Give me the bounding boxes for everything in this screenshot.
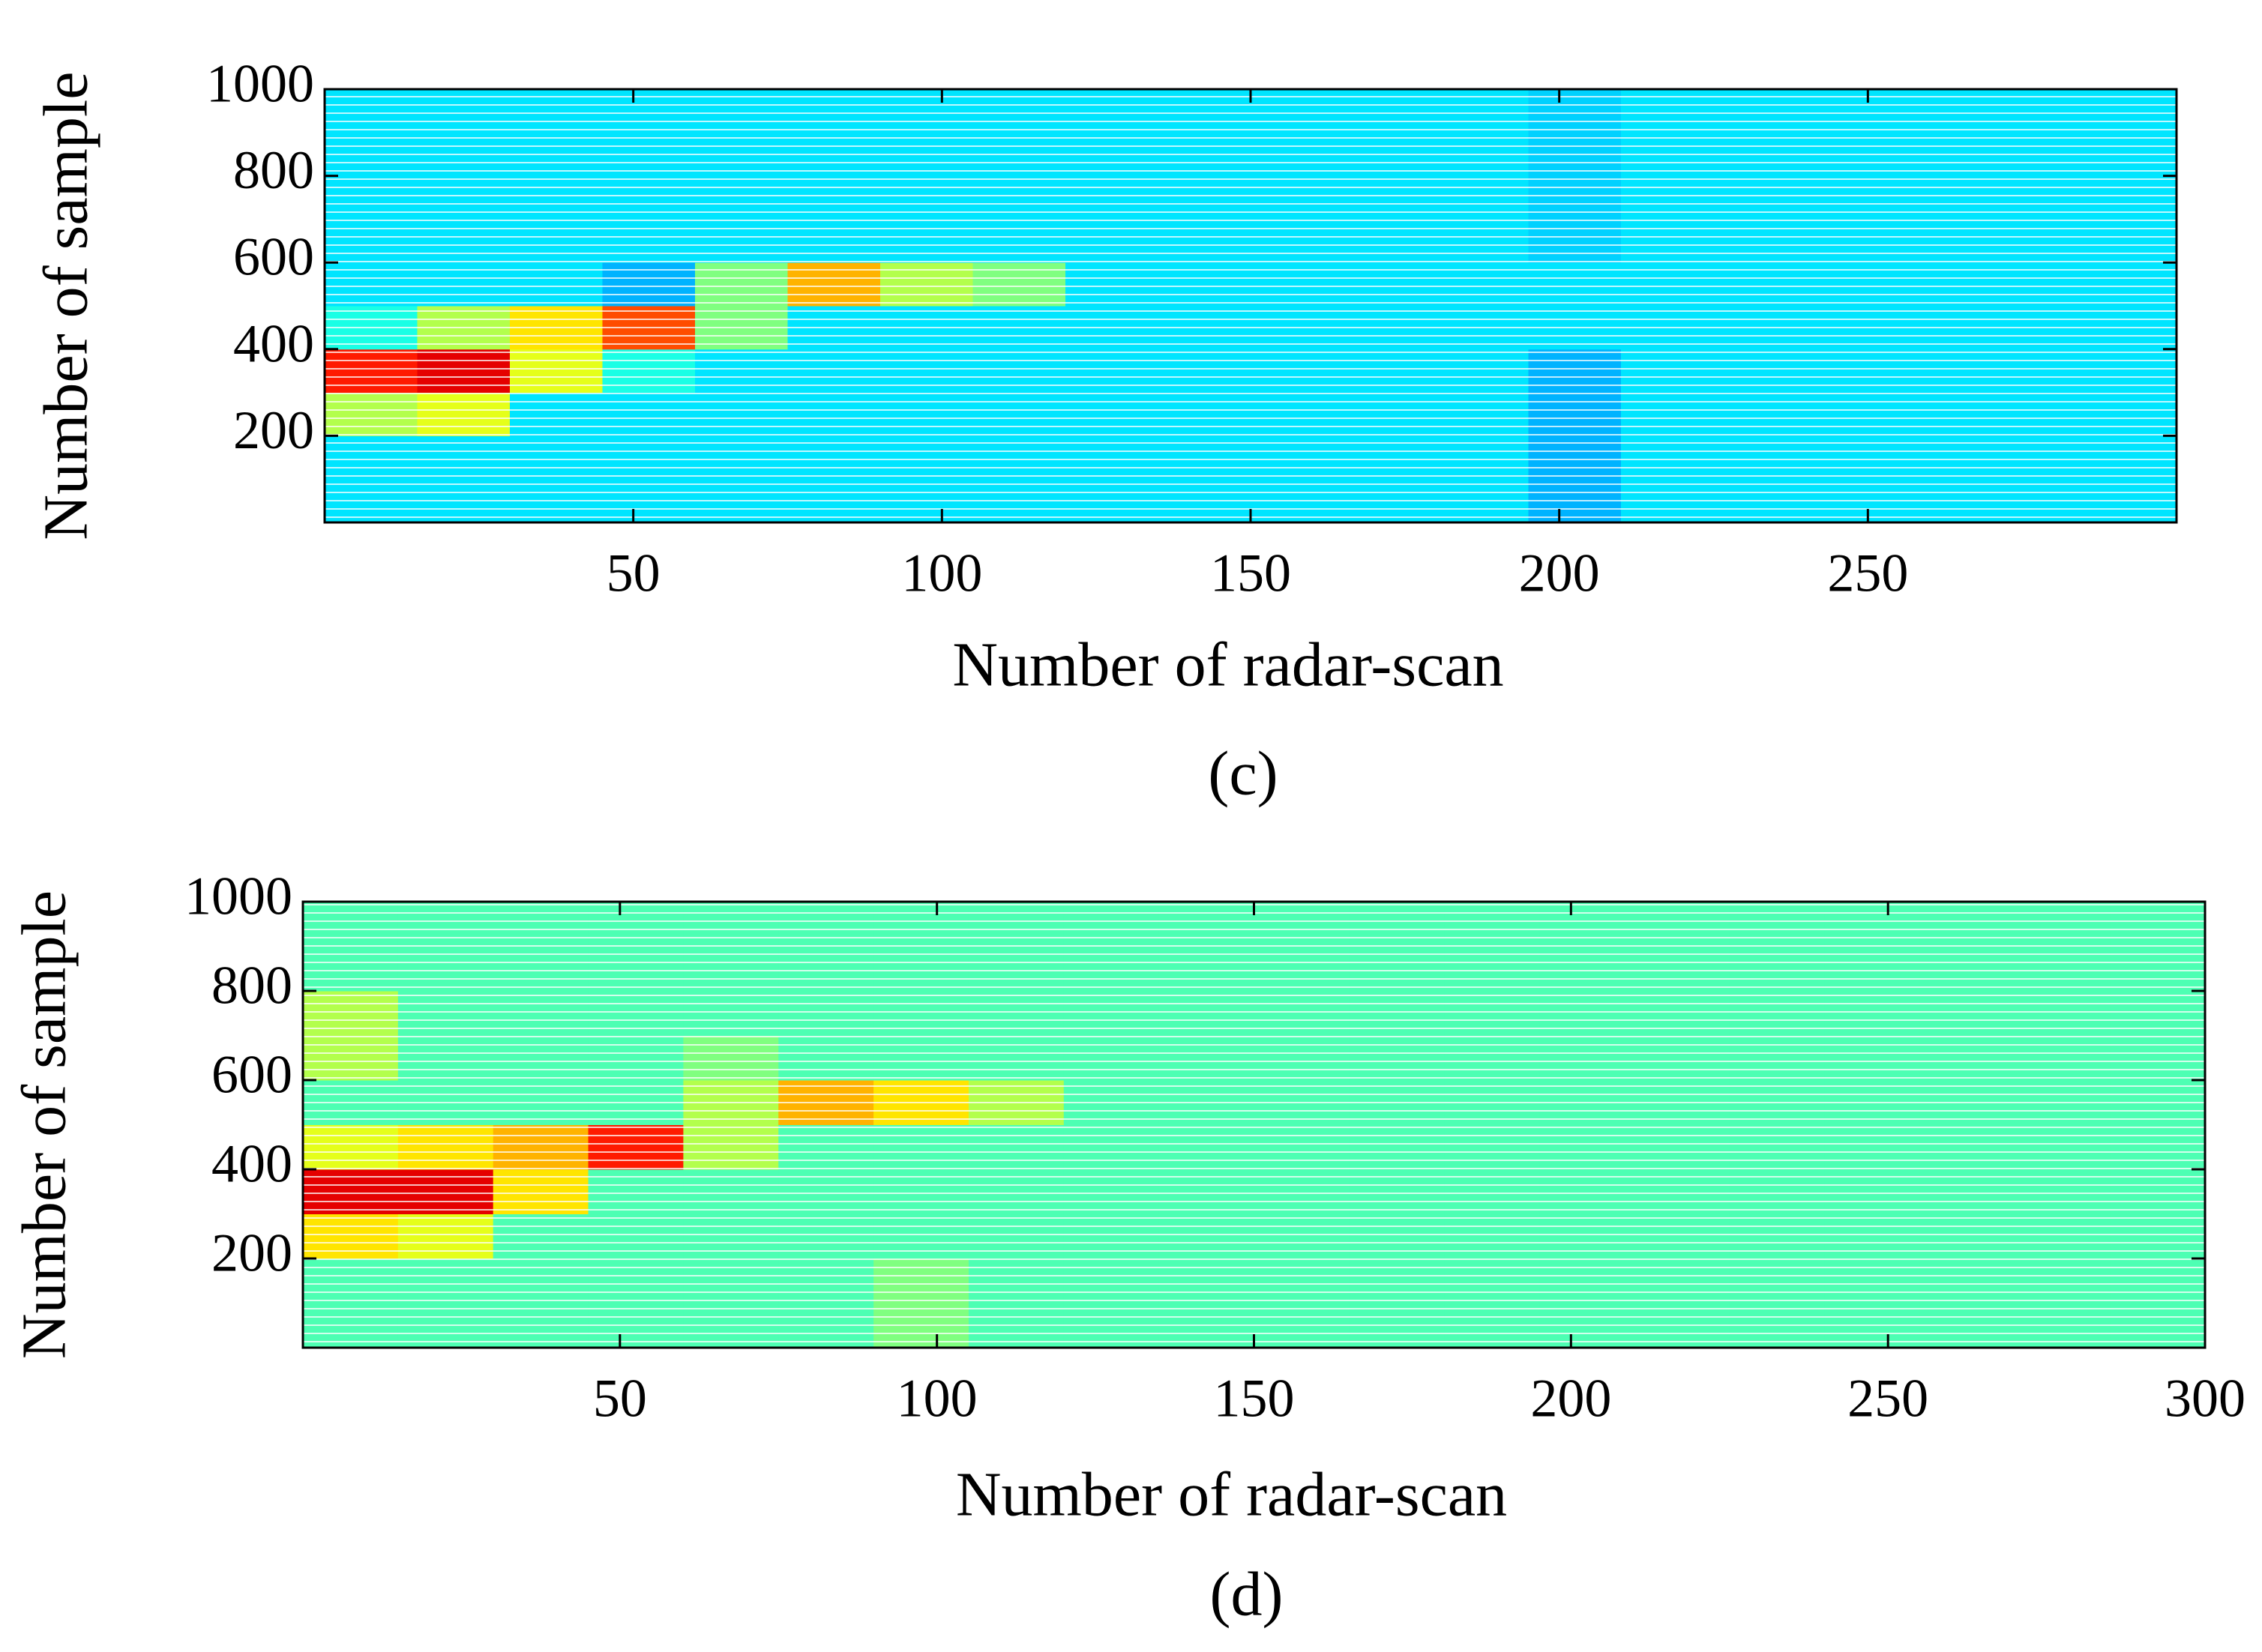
x-tick-label: 100 (897, 1369, 978, 1429)
x-tick-label: 100 (901, 543, 982, 603)
texture (303, 902, 2205, 1348)
y-tick-label: 200 (233, 400, 314, 460)
y-tick-label: 1000 (206, 54, 314, 114)
y-tick-label: 800 (211, 956, 292, 1016)
x-tick-label: 200 (1530, 1369, 1611, 1429)
x-tick-label: 300 (2165, 1369, 2246, 1429)
x-axis-label: Number of radar-scan (956, 1459, 1507, 1529)
x-tick-label: 250 (1827, 543, 1908, 603)
x-tick-label: 150 (1210, 543, 1291, 603)
x-tick-label: 200 (1519, 543, 1600, 603)
y-axis-label: Number of sample (31, 71, 100, 540)
y-axis-label: Number of sample (9, 890, 79, 1359)
y-tick-label: 400 (211, 1134, 292, 1194)
x-axis-label: Number of radar-scan (952, 630, 1503, 699)
y-tick-label: 400 (233, 313, 314, 373)
y-tick-label: 800 (233, 140, 314, 200)
panel-label: (c) (1208, 738, 1278, 808)
x-tick-label: 150 (1214, 1369, 1295, 1429)
panel-label: (d) (1210, 1559, 1284, 1629)
x-tick-label: 50 (593, 1369, 647, 1429)
y-tick-label: 600 (211, 1045, 292, 1105)
y-tick-label: 600 (233, 227, 314, 287)
x-tick-label: 250 (1847, 1369, 1928, 1429)
texture (325, 89, 2177, 522)
x-tick-label: 50 (607, 543, 661, 603)
y-tick-label: 1000 (184, 866, 292, 926)
y-tick-label: 200 (211, 1223, 292, 1283)
